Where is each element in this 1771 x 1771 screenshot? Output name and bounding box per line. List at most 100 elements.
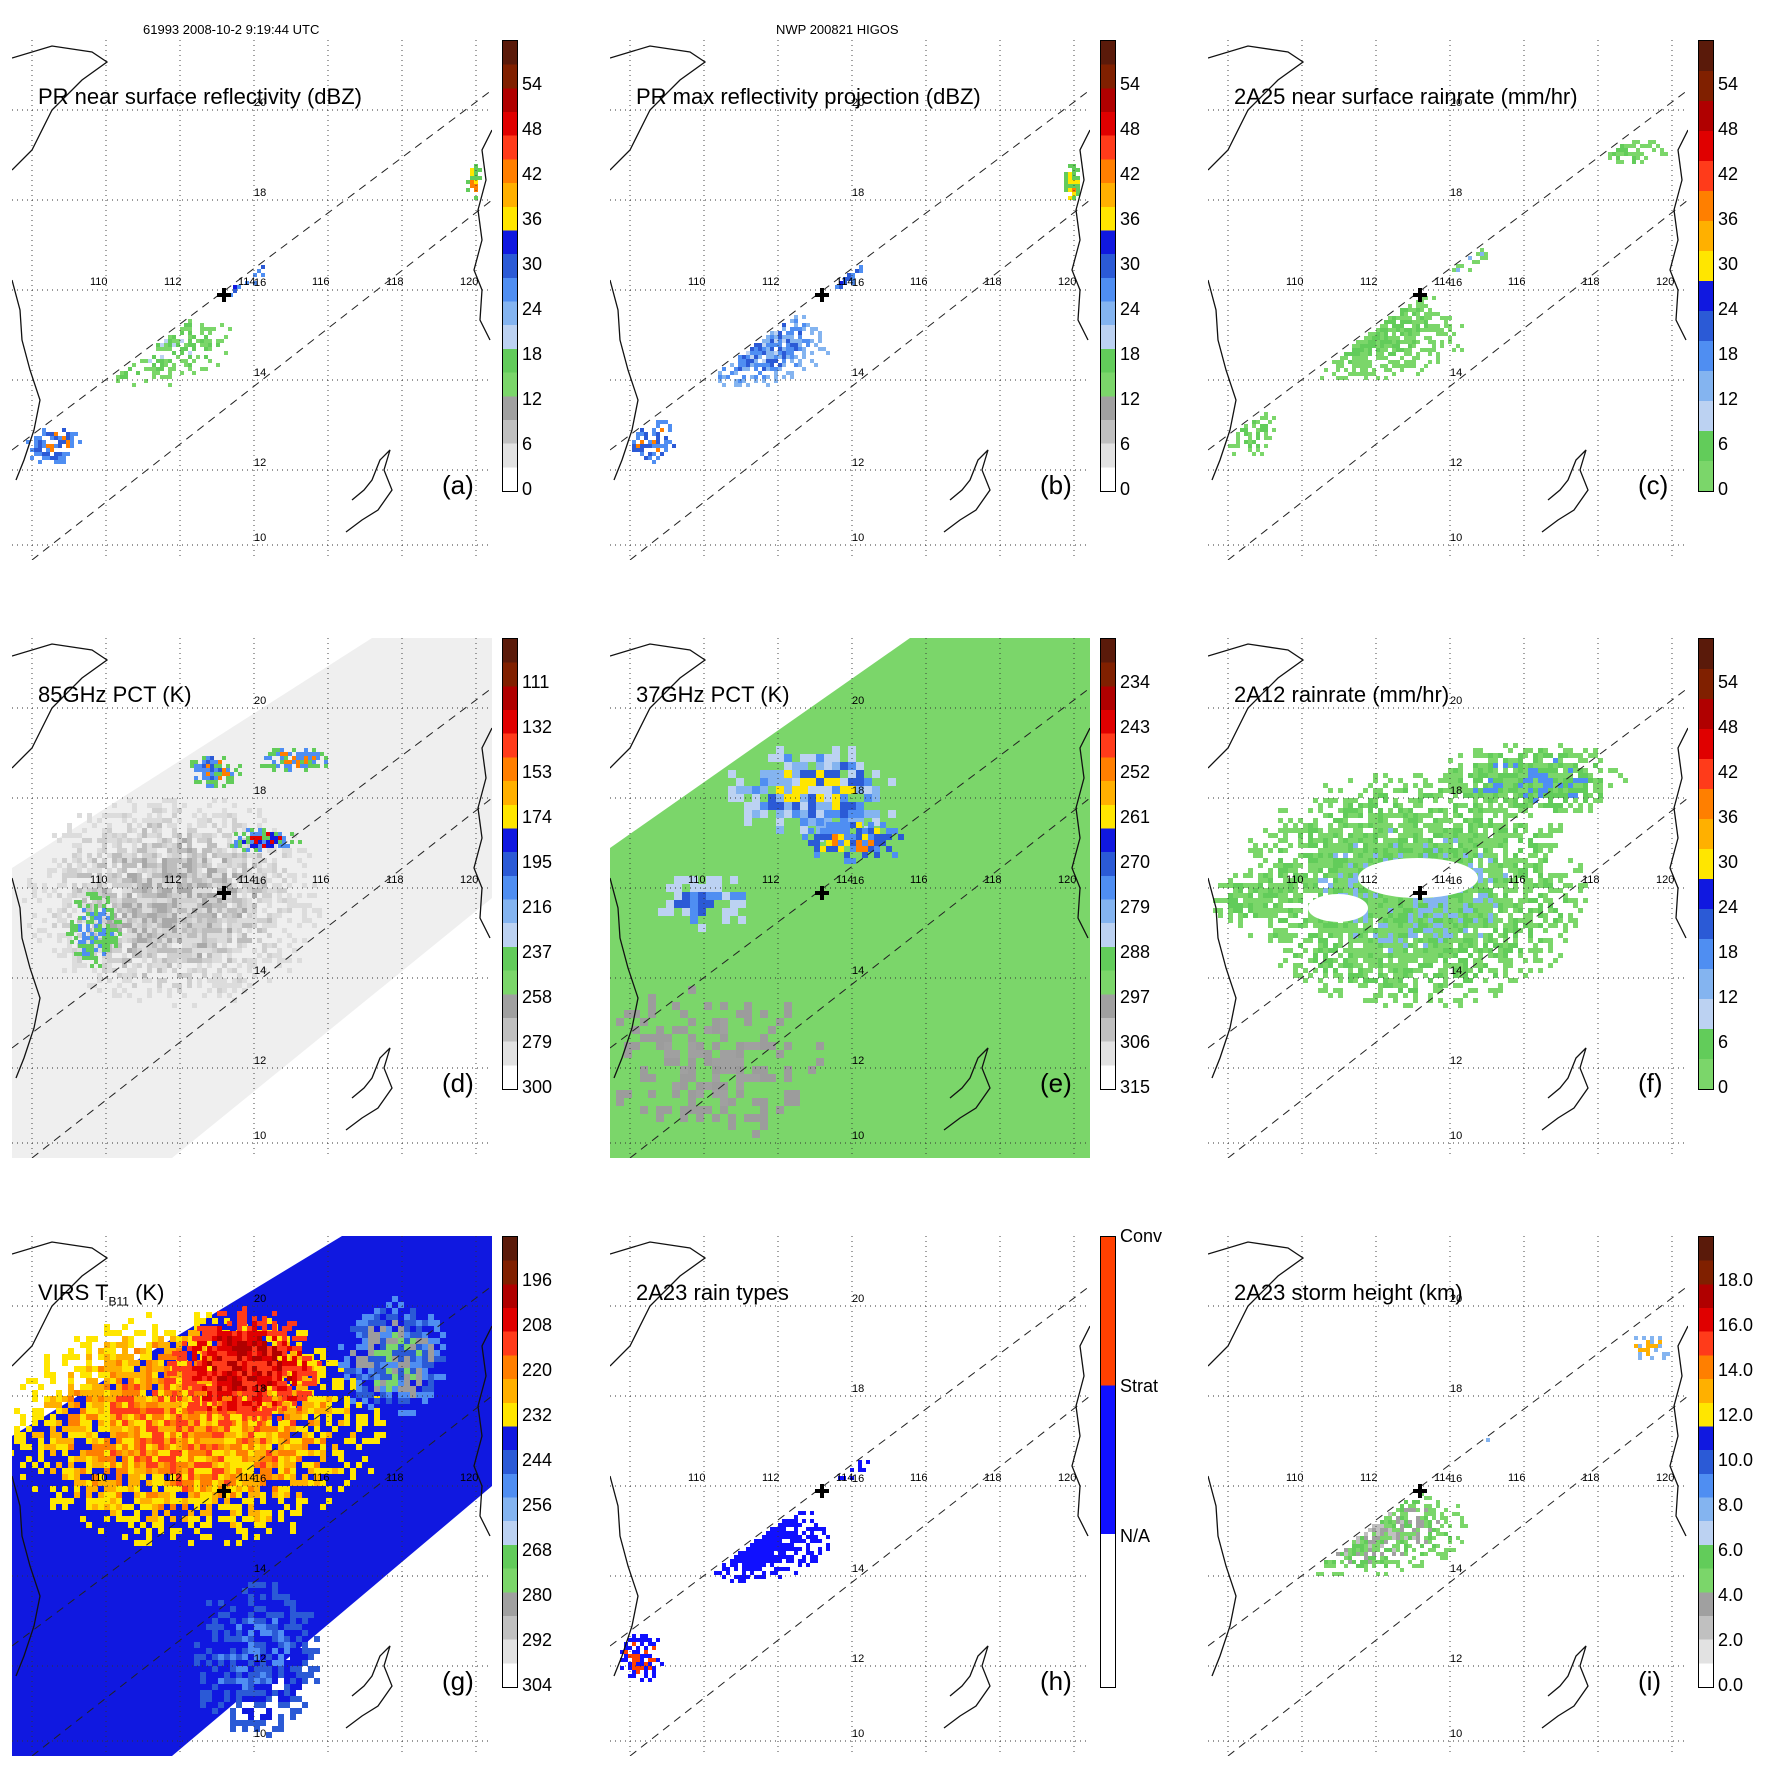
rain-area — [1443, 743, 1628, 818]
lon-tick-label: 112 — [762, 1472, 780, 1484]
scattering-signal — [658, 876, 746, 932]
colorbar-tick-label: 0 — [1120, 479, 1131, 499]
lat-tick-label: 14 — [1450, 1563, 1462, 1575]
colorbar — [1100, 638, 1116, 1090]
swath-edge-line — [12, 1285, 492, 1647]
rain-echo — [116, 319, 232, 387]
colorbar-tick-label: 300 — [522, 1077, 553, 1097]
colorbar-tick-label: 234 — [1120, 672, 1151, 692]
panel-g: 110 112 114 116 118 120 10 12 14 16 18 20 VIRS TB11 … — [12, 1236, 552, 1756]
lat-tick-label: 14 — [1450, 965, 1462, 977]
colorbar-tick-label: 0.0 — [1718, 1675, 1744, 1695]
lat-tick-label: 14 — [852, 965, 864, 977]
colorbar-tick-label: 279 — [1120, 897, 1151, 917]
lat-tick-label: 10 — [254, 1130, 266, 1142]
colorbar-tick-label: Strat — [1120, 1376, 1159, 1396]
lat-tick-label: 18 — [254, 1383, 266, 1395]
colorbar-tick-label: 48 — [1718, 717, 1739, 737]
colorbar — [1100, 40, 1116, 492]
rain-area — [1320, 296, 1464, 380]
lon-tick-label: 120 — [1058, 874, 1076, 886]
lat-tick-label: 20 — [852, 97, 864, 109]
lon-tick-label: 114 — [238, 276, 256, 288]
coastline-vietnam — [12, 279, 41, 481]
lat-tick-label: 14 — [254, 367, 266, 379]
map-area: 110 112 114 116 118 120 10 12 14 16 18 20 — [1208, 40, 1688, 560]
coastline-luzon — [1071, 727, 1090, 939]
cross-icon — [217, 1484, 231, 1498]
lon-tick-label: 118 — [984, 1472, 1002, 1484]
colorbar-tick-label: 244 — [522, 1450, 553, 1470]
lon-tick-label: 118 — [984, 874, 1002, 886]
lon-tick-label: 112 — [1360, 1472, 1378, 1484]
lat-tick-label: 20 — [254, 695, 266, 707]
lat-tick-label: 18 — [1450, 187, 1462, 199]
colorbar-tick-label: 30 — [522, 254, 543, 274]
colorbar-tick-label: 30 — [1718, 852, 1739, 872]
coastline-hainan — [610, 1241, 707, 1367]
colorbar-tick-label: 24 — [1120, 299, 1141, 319]
lon-tick-label: 114 — [836, 1472, 854, 1484]
coastline-hainan — [610, 45, 707, 171]
panel-title: 2A23 rain types — [636, 1280, 789, 1305]
rain-echo — [26, 428, 82, 464]
rain-echo — [466, 164, 482, 200]
convective-rain — [620, 1634, 664, 1682]
colorbar-tick-label: 54 — [1718, 74, 1739, 94]
coastline-island — [1541, 1645, 1589, 1729]
colorbar-tick-label: 24 — [1718, 897, 1739, 917]
lon-tick-label: 110 — [688, 1472, 706, 1484]
lat-tick-label: 20 — [254, 97, 266, 109]
lon-tick-label: 116 — [910, 1472, 928, 1484]
coastline-luzon — [473, 727, 492, 939]
rain-echo — [632, 420, 676, 464]
coastline-vietnam — [12, 877, 41, 1079]
colorbar — [1100, 1236, 1116, 1688]
colorbar-tick-label: 36 — [1120, 209, 1141, 229]
colorbar-tick-label: 54 — [1120, 74, 1141, 94]
coastline-vietnam — [12, 1475, 41, 1677]
lon-tick-label: 110 — [90, 874, 108, 886]
colorbar-tick-label: 132 — [522, 717, 553, 737]
panel-f: 110 112 114 116 118 120 10 12 14 16 18 20 2A12 rainr… — [1208, 638, 1738, 1158]
lat-tick-label: 16 — [852, 277, 864, 289]
ice-scattering — [230, 828, 302, 852]
map-area: 110 112 114 116 118 120 10 12 14 16 18 20 — [12, 1236, 492, 1756]
colorbar-tick-label: 24 — [522, 299, 543, 319]
coastline-luzon — [1669, 727, 1688, 939]
panel-c: 110 112 114 116 118 120 10 12 14 16 18 20 2A25 near … — [1208, 40, 1738, 560]
ice-scattering — [66, 892, 122, 968]
colorbar-tick-label: 54 — [1718, 672, 1739, 692]
colorbar — [502, 40, 518, 492]
colorbar-tick-label: 270 — [1120, 852, 1151, 872]
panel-b: 110 112 114 116 118 120 10 12 14 16 18 20 PR max ref… — [610, 40, 1140, 560]
header-granule: 61993 2008-10-2 9:19:44 UTC — [143, 22, 320, 37]
panel-label: (a) — [442, 470, 474, 500]
coastline-vietnam — [610, 1475, 639, 1677]
lat-tick-label: 10 — [852, 532, 864, 544]
echo-top — [1316, 1492, 1468, 1576]
lon-tick-label: 116 — [910, 276, 928, 288]
colorbar-tick-label: 2.0 — [1718, 1630, 1744, 1650]
cross-icon — [1413, 1484, 1427, 1498]
swath-edge-line — [1208, 89, 1688, 451]
colorbar-tick-label: 12.0 — [1718, 1405, 1754, 1425]
lat-tick-label: 10 — [1450, 1728, 1462, 1740]
lat-tick-label: 14 — [852, 1563, 864, 1575]
coastline-hainan — [1208, 1241, 1305, 1367]
cross-icon — [815, 1484, 829, 1498]
panel-title: 2A12 rainrate (mm/hr) — [1234, 682, 1450, 707]
lat-tick-label: 20 — [1450, 695, 1462, 707]
colorbar-tick-label: 258 — [522, 987, 553, 1007]
echo-top — [1634, 1336, 1670, 1360]
panel-title: 2A25 near surface rainrate (mm/hr) — [1234, 84, 1578, 109]
swath-edge-line — [1208, 1285, 1688, 1647]
colorbar-tick-label: 220 — [522, 1360, 553, 1380]
colorbar-tick-label: 0 — [1718, 479, 1729, 499]
ice-scattering — [190, 756, 242, 788]
cold-cloud-top — [12, 1312, 386, 1546]
lat-tick-label: 12 — [1450, 1653, 1462, 1665]
colorbar-tick-label: 48 — [1718, 119, 1739, 139]
colorbar-tick-label: 6.0 — [1718, 1540, 1744, 1560]
lat-tick-label: 12 — [852, 457, 864, 469]
